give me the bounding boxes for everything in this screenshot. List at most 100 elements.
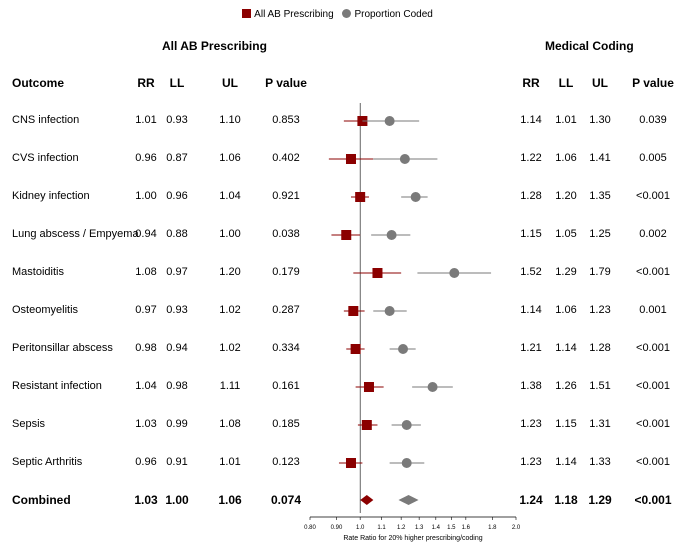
cell-ab-ul: 1.06 [218,493,242,507]
coded-point-circle [401,458,412,468]
cell-coded-ul: 1.23 [589,304,611,316]
cell-ab-p: 0.287 [272,304,300,316]
cell-coded-p: <0.001 [636,266,670,278]
cell-ab-ll: 0.93 [166,114,188,126]
cell-coded-ul: 1.33 [589,456,611,468]
header-ll-ab: LL [169,76,185,90]
cell-coded-ul: 1.29 [588,493,612,507]
cell-coded-ul: 1.25 [589,228,611,240]
cell-ab-rr: 1.04 [135,380,157,392]
cell-ab-rr: 0.94 [135,228,157,240]
cell-ab-rr: 1.03 [135,418,157,430]
cell-coded-rr: 1.14 [520,304,542,316]
cell-ab-p: 0.179 [272,266,300,278]
cell-ab-rr: 1.00 [135,190,157,202]
x-tick-label: 1.2 [397,525,406,531]
cell-coded-rr: 1.22 [520,152,542,164]
cell-ab-rr: 0.97 [135,304,157,316]
x-tick-label: 0.90 [331,525,343,531]
cell-ab-p: 0.123 [272,456,300,468]
cell-ab-ll: 0.97 [166,266,188,278]
cell-coded-rr: 1.38 [520,380,542,392]
cell-ab-ul: 1.04 [219,190,241,202]
cell-ab-ul: 1.00 [219,228,241,240]
cell-ab-rr: 1.01 [135,114,157,126]
outcome-label: Septic Arthritis [12,456,83,468]
ab-point-square [345,154,356,164]
x-tick-label: 1.6 [462,525,471,531]
cell-ab-ul: 1.02 [219,304,241,316]
outcome-label: CVS infection [12,152,79,164]
header-p-ab: P value [265,76,307,90]
cell-ab-ul: 1.08 [219,418,241,430]
cell-ab-ll: 0.99 [166,418,188,430]
cell-coded-ll: 1.14 [555,342,577,354]
cell-coded-p: 0.005 [639,152,667,164]
outcome-label: Lung abscess / Empyema [12,228,139,240]
header-rr-ab: RR [137,76,155,90]
ab-point-square [348,306,359,316]
cell-coded-ll: 1.06 [555,304,577,316]
x-tick-label: 1.1 [377,525,386,531]
cell-coded-p: 0.039 [639,114,667,126]
outcome-label: Mastoiditis [12,266,64,278]
cell-coded-rr: 1.15 [520,228,542,240]
ab-point-square [341,230,352,240]
cell-coded-ll: 1.14 [555,456,577,468]
cell-ab-ul: 1.01 [219,456,241,468]
coded-point-circle [384,306,395,316]
x-tick-label: 0.80 [304,525,316,531]
ab-point-square [350,344,361,354]
header-outcome: Outcome [12,76,65,90]
header-ll-coded: LL [558,76,574,90]
cell-ab-rr: 0.96 [135,456,157,468]
cell-ab-ll: 0.98 [166,380,188,392]
cell-ab-ul: 1.20 [219,266,241,278]
cell-ab-ll: 0.94 [166,342,188,354]
ab-point-square [355,192,366,202]
cell-coded-ll: 1.26 [555,380,577,392]
cell-ab-p: 0.334 [272,342,300,354]
cell-coded-ul: 1.41 [589,152,611,164]
legend-circle-icon [342,9,352,18]
ab-point-square [372,268,383,278]
ab-combined-diamond [360,495,374,505]
outcome-label: Resistant infection [12,380,102,392]
cell-coded-p: 0.002 [639,228,667,240]
header-ul-ab: UL [222,76,238,90]
cell-ab-rr: 1.08 [135,266,157,278]
section-title-coded: Medical Coding [545,39,634,53]
coded-point-circle [410,192,421,202]
cell-ab-rr: 1.03 [134,493,158,507]
cell-coded-rr: 1.24 [519,493,543,507]
legend-item-coded: Proportion Coded [354,9,433,20]
cell-ab-ll: 0.88 [166,228,188,240]
coded-point-circle [401,420,412,430]
cell-coded-ll: 1.29 [555,266,577,278]
cell-ab-p: 0.185 [272,418,300,430]
x-tick-label: 1.5 [447,525,456,531]
header-p-coded: P value [632,76,674,90]
cell-coded-p: <0.001 [636,456,670,468]
cell-ab-ul: 1.06 [219,152,241,164]
cell-ab-ll: 0.93 [166,304,188,316]
cell-coded-ul: 1.31 [589,418,611,430]
outcome-label: CNS infection [12,114,80,126]
section-title-ab: All AB Prescribing [162,39,267,53]
cell-ab-p: 0.853 [272,114,300,126]
cell-coded-ul: 1.79 [589,266,611,278]
cell-coded-ll: 1.06 [555,152,577,164]
coded-point-circle [398,344,409,354]
cell-coded-ul: 1.30 [589,114,611,126]
cell-coded-p: 0.001 [639,304,667,316]
cell-coded-ul: 1.51 [589,380,611,392]
outcome-label: Osteomyelitis [12,304,79,316]
cell-coded-p: <0.001 [636,342,670,354]
cell-coded-ll: 1.20 [555,190,577,202]
cell-coded-rr: 1.14 [520,114,542,126]
outcome-label: Combined [12,493,71,507]
legend-square-icon [242,9,252,18]
x-tick-label: 1.3 [415,525,424,531]
cell-ab-ll: 1.00 [165,493,189,507]
cell-ab-ul: 1.10 [219,114,241,126]
